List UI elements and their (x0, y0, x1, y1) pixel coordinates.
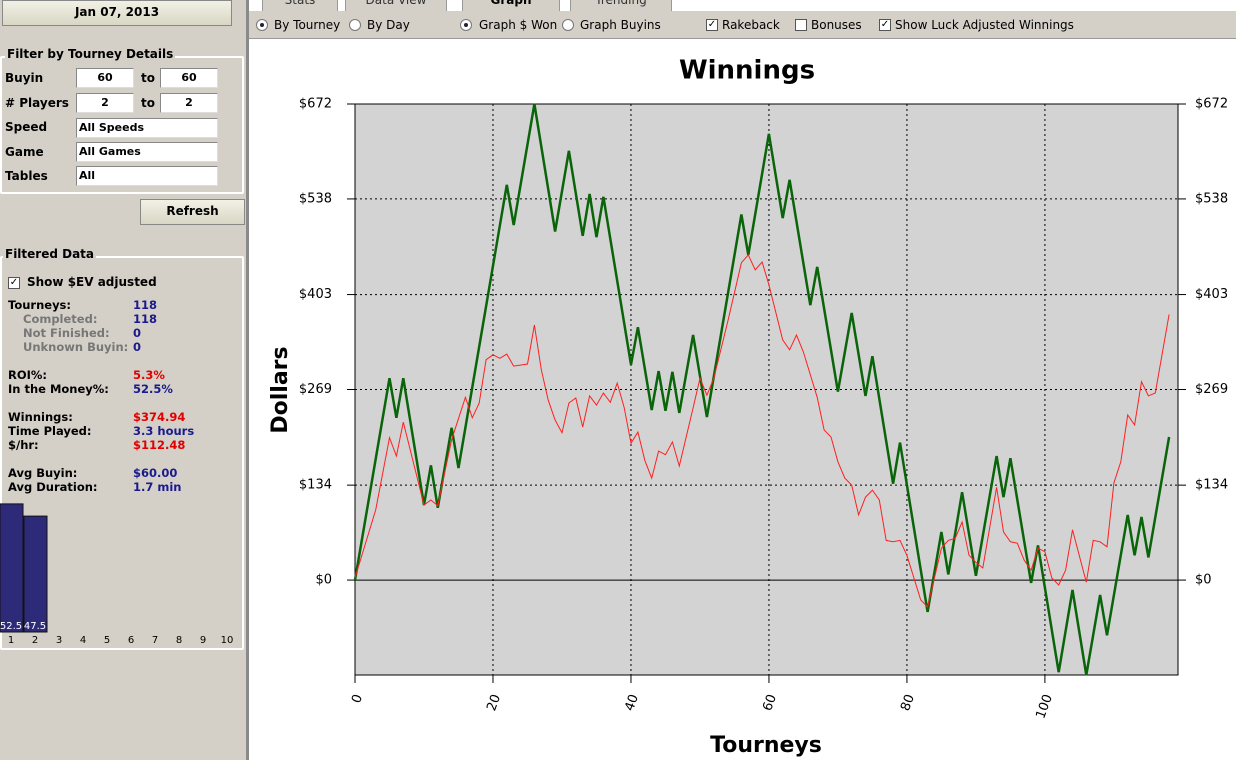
checkbox[interactable]: ✓ (8, 277, 20, 289)
stat-value: $374.94 (133, 410, 186, 424)
stat-label: Avg Buyin: (8, 466, 78, 480)
stat-label: Time Played: (8, 424, 92, 438)
checkbox[interactable]: ✓ (706, 19, 718, 31)
stat-label: Winnings: (8, 410, 73, 424)
bar (0, 503, 24, 633)
stat-label: ROI%: (8, 368, 48, 382)
stat-value: 1.7 min (133, 480, 182, 494)
y-tick-label: $269 (299, 382, 332, 397)
checkbox-label: Show Luck Adjusted Winnings (895, 18, 1074, 32)
checkbox[interactable]: ✓ (879, 19, 891, 31)
stat-label: Tourneys: (8, 298, 72, 312)
bar-value-label: 47.5 (24, 621, 46, 632)
radio[interactable] (562, 19, 574, 31)
stat-value: 0 (133, 340, 142, 354)
x-tick-label: 8 (176, 635, 182, 646)
input[interactable]: 2 (76, 93, 134, 113)
radio[interactable] (256, 19, 268, 31)
group-title: Filtered Data (3, 247, 97, 261)
y2-tick-label: $0 (1195, 573, 1212, 588)
checkbox-label: Bonuses (811, 18, 862, 32)
dropdown[interactable]: All Games (76, 142, 218, 162)
x-tick-label: 4 (80, 635, 86, 646)
x-tick-label: 3 (56, 635, 62, 646)
y2-tick-label: $403 (1195, 287, 1228, 302)
stat-label: Completed: (23, 312, 98, 326)
stat-label: Avg Duration: (8, 480, 98, 494)
y-axis-label: Dollars (268, 346, 293, 433)
x-tick-label: 5 (104, 635, 110, 646)
y2-tick-label: $269 (1195, 382, 1228, 397)
bar-value-label: 52.5 (0, 621, 22, 632)
input[interactable]: 60 (76, 68, 134, 88)
stat-value: 118 (133, 312, 158, 326)
x-tick-label: 0 (349, 692, 366, 705)
finish-histogram: 1 52.5 2 47.5 3 4 5 6 7 8 9 10 (0, 503, 234, 646)
chart-title: Winnings (679, 56, 815, 86)
y-tick-label: $672 (299, 97, 332, 112)
stat-value: 5.3% (133, 368, 165, 382)
date-button[interactable]: Jan 07, 2013 (2, 0, 232, 26)
x-tick-label: 80 (898, 692, 918, 713)
stat-label: $/hr: (8, 438, 39, 452)
toolbar: By Tourney By Day Graph $ Won Graph Buyi… (249, 11, 1236, 39)
x-tick-label: 10 (221, 635, 234, 646)
radio[interactable] (349, 19, 361, 31)
filter-label: Speed (5, 120, 48, 134)
checkbox[interactable] (795, 19, 807, 31)
radio-label: By Day (367, 18, 410, 32)
y2-tick-label: $672 (1195, 97, 1228, 112)
stat-value: 3.3 hours (133, 424, 195, 438)
x-tick-label: 20 (484, 692, 504, 713)
x-tick-label: 100 (1033, 692, 1056, 720)
x-tick-label: 9 (200, 635, 206, 646)
stat-value: 0 (133, 326, 142, 340)
dropdown[interactable]: All Speeds (76, 118, 218, 138)
bar (23, 515, 48, 633)
filter-label: Game (5, 145, 44, 159)
y-tick-label: $134 (299, 478, 332, 493)
sidebar: Jan 07, 2013 Filter by Tourney Details B… (0, 0, 249, 760)
filter-sep: to (141, 71, 155, 85)
stat-label: Unknown Buyin: (23, 340, 129, 354)
filter-label: # Players (5, 96, 69, 110)
filtered-group (0, 256, 244, 650)
radio-label: Graph Buyins (580, 18, 661, 32)
radio-label: By Tourney (274, 18, 341, 32)
refresh-button[interactable]: Refresh (140, 199, 245, 225)
series-line (354, 253, 1170, 609)
stat-label: Not Finished: (23, 326, 110, 340)
input[interactable]: 60 (160, 68, 218, 88)
stat-value: 118 (133, 298, 158, 312)
x-tick-label: 6 (128, 635, 134, 646)
x-tick-label: 40 (622, 692, 642, 713)
x-tick-label: 1 (8, 635, 14, 646)
x-tick-label: 60 (760, 692, 780, 713)
y2-tick-label: $134 (1195, 478, 1228, 493)
x-axis-label: Tourneys (710, 733, 822, 758)
radio-label: Graph $ Won (479, 18, 558, 32)
filter-sep: to (141, 96, 155, 110)
stat-value: $112.48 (133, 438, 186, 452)
x-tick-label: 7 (152, 635, 158, 646)
dropdown[interactable]: All (76, 166, 218, 186)
stat-value: 52.5% (133, 382, 173, 396)
x-tick-label: 2 (32, 635, 38, 646)
stat-label: In the Money%: (8, 382, 109, 396)
checkbox-label: Rakeback (722, 18, 780, 32)
series-line (353, 103, 1171, 676)
filter-label: Tables (5, 169, 48, 183)
y-tick-label: $538 (299, 191, 332, 206)
input[interactable]: 2 (160, 93, 218, 113)
group-title: Filter by Tourney Details (5, 47, 176, 61)
y-tick-label: $0 (315, 573, 332, 588)
radio[interactable] (460, 19, 472, 31)
stat-value: $60.00 (133, 466, 178, 480)
y-tick-label: $403 (299, 287, 332, 302)
filter-label: Buyin (5, 71, 44, 85)
y2-tick-label: $538 (1195, 191, 1228, 206)
checkbox-label: Show $EV adjusted (27, 275, 157, 289)
